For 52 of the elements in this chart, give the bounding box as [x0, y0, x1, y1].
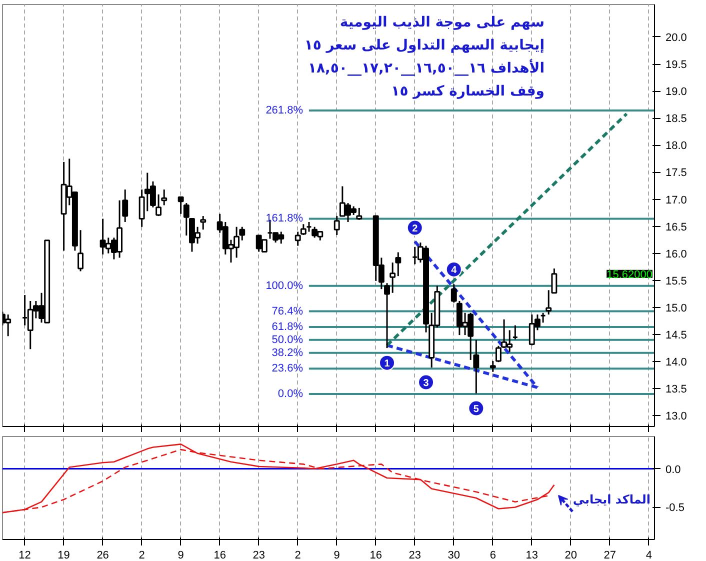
y-tick-label: 15.5 — [666, 275, 687, 288]
x-tick-label: 16 — [214, 550, 226, 561]
annotation: 23.6% — [272, 362, 304, 375]
x-tick-label: 9 — [178, 550, 184, 561]
y-tick-label: 17.0 — [666, 194, 687, 206]
annotation: 1 — [384, 358, 390, 370]
x-tick-label: 13 — [526, 550, 538, 561]
y-tick-label: 18.0 — [666, 140, 687, 152]
y-tick-label: 16.5 — [666, 221, 687, 234]
annotation: 3 — [423, 378, 430, 389]
annotation: 50.0% — [272, 334, 304, 346]
annotation: 38.2% — [272, 346, 304, 359]
text: سهم على موجة الذيب اليومية — [340, 14, 544, 30]
y-tick-label: 18.5 — [666, 113, 687, 126]
y-tick-label: 20.0 — [666, 32, 687, 44]
annotation: الماكد ايجابي — [572, 492, 651, 506]
y-tick-label: 19.0 — [666, 86, 687, 98]
annotation: 2 — [412, 223, 418, 234]
annotation: 4 — [451, 264, 458, 276]
y-tick-label: 14.0 — [666, 356, 687, 369]
x-tick-label: 26 — [96, 550, 109, 561]
text: إيجابية السهم التداول على سعر ١٥ الأهداف ١٦__١٦,٥٠__١٧,٢٠__١٨,٥٠ وقف الخسارة كسر ١٥ — [304, 38, 545, 100]
annotation: 5 — [473, 404, 480, 415]
x-tick-label: 19 — [58, 550, 70, 561]
y-tick-label: 13.5 — [666, 384, 687, 396]
y-tick-label: 14.5 — [666, 330, 687, 342]
y-tick-label: -0.5 — [666, 502, 684, 514]
x-tick-label: 16 — [370, 550, 382, 561]
annotation: 161.8% — [266, 212, 304, 225]
y-tick-label: 0.0 — [666, 464, 681, 476]
x-tick-label: 6 — [490, 550, 496, 561]
x-tick-label: 4 — [646, 550, 652, 561]
x-tick-label: 12 — [18, 550, 31, 561]
x-tick-label: 30 — [448, 550, 460, 561]
y-tick-label: 15.0 — [666, 302, 687, 314]
annotation: 76.4% — [272, 305, 304, 318]
annotation: 100.0% — [266, 280, 304, 292]
y-tick-label: 16.0 — [666, 248, 687, 260]
x-tick-label: 23 — [252, 550, 265, 561]
annotation: 0.0% — [278, 388, 304, 400]
y-tick-label: 13.0 — [666, 410, 687, 423]
x-tick-label: 27 — [604, 550, 616, 561]
x-tick-label: 2 — [294, 550, 301, 561]
annotation: 61.8% — [272, 320, 304, 333]
y-tick-label: 17.5 — [666, 167, 687, 180]
x-tick-label: 20 — [564, 550, 578, 561]
annotation: 15.62000 — [606, 268, 653, 281]
x-tick-label: 9 — [334, 550, 340, 561]
annotation: 261.8% — [266, 104, 304, 117]
x-tick-label: 2 — [138, 550, 145, 561]
y-tick-label: 19.5 — [666, 59, 687, 72]
x-tick-label: 23 — [408, 550, 422, 561]
